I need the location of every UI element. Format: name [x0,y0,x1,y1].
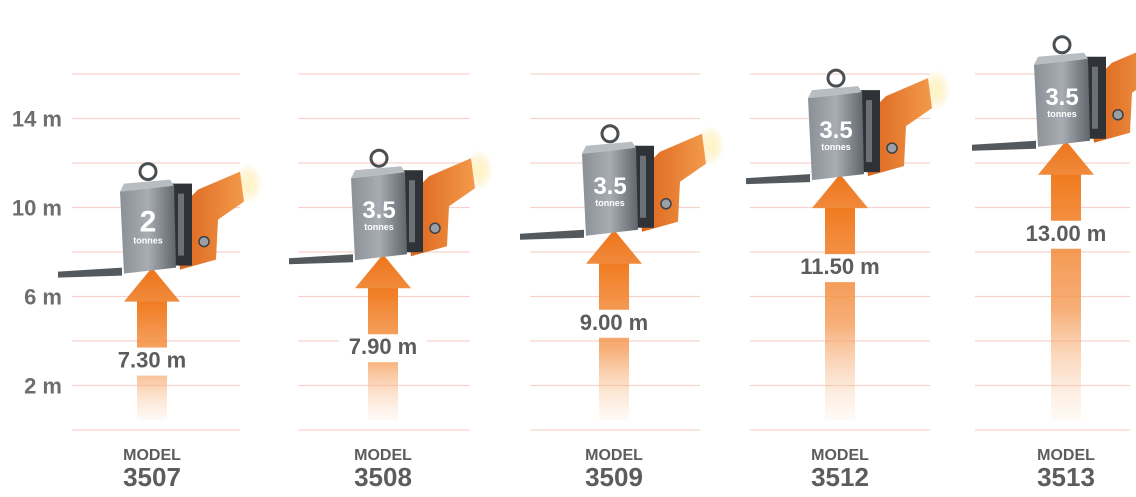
capacity-unit: tonnes [595,198,625,208]
pivot-pin [886,142,898,154]
y-axis-ticks: 2 m 6 m 10 m 14 m [12,107,62,399]
y-tick-label: 2 m [24,374,62,399]
model-number: 3508 [354,462,412,492]
value-label-backdrop [1022,220,1110,249]
carriage-rail [640,155,646,218]
model-word: MODEL [811,447,869,464]
lifting-ring [138,162,158,182]
carriage-rail [178,193,184,256]
pivot-pin [429,222,441,234]
model-number: 3512 [811,462,869,492]
fork-tine [972,140,1036,151]
bar-arrow-head [1038,140,1094,175]
x-axis-model-labels: MODEL3507MODEL3508MODEL3509MODEL3512MODE… [123,447,1095,492]
value-label: 7.90 m [349,334,418,359]
value-labels: 7.30 m 7.90 m 9.00 m 11.50 m 13.00 m [108,220,1110,376]
carriage-rail [409,180,415,243]
y-tick-label: 10 m [12,196,62,221]
forklift-attachments: 2tonnes3.5tonnes3.5tonnes3.5tonnes3.5ton… [58,35,1136,278]
model-word: MODEL [354,447,412,464]
weight-block [808,92,864,181]
capacity-number: 3.5 [1045,84,1078,111]
value-label: 7.30 m [118,348,187,373]
y-tick-label: 14 m [12,107,62,132]
capacity-unit: tonnes [1047,109,1077,119]
weight-top [351,166,405,179]
bar-arrow-shaft [1051,172,1081,420]
weight-block [1034,58,1090,147]
fork-tine [746,174,810,185]
model-number: 3509 [585,462,643,492]
fork-tine [58,267,122,278]
capacity-number: 3.5 [819,117,852,144]
weight-block [351,172,407,261]
carriage-rail [1092,66,1098,129]
lifting-ring [1052,35,1072,55]
capacity-number: 3.5 [593,173,626,200]
lifting-ring [369,148,389,168]
weight-block [120,185,176,274]
weight-top [1034,52,1088,65]
y-tick-label: 6 m [24,285,62,310]
bar-arrow-head [124,267,180,302]
model-word: MODEL [585,447,643,464]
capacity-unit: tonnes [133,236,163,246]
capacity-number: 3.5 [362,197,395,224]
value-label-backdrop [108,347,196,376]
bar-arrow-shaft [825,206,855,420]
value-label-backdrop [339,334,427,363]
value-label-backdrop [796,254,884,283]
model-number: 3513 [1037,462,1095,492]
pivot-pin [198,235,210,248]
capacity-unit: tonnes [821,142,851,152]
bar-arrow-head [586,229,642,264]
model-word: MODEL [1037,447,1095,464]
lifting-ring [826,68,846,88]
pivot-pin [1112,109,1124,121]
fork-tine [289,254,353,265]
capacity-number: 2 [140,206,157,239]
carriage-rail [866,100,872,163]
capacity-unit: tonnes [364,222,394,232]
value-label: 13.00 m [1026,221,1107,246]
weight-block [582,147,638,236]
weight-top [582,141,636,154]
weight-top [120,179,174,192]
bar-arrow-head [355,254,411,289]
model-word: MODEL [123,447,181,464]
value-label: 9.00 m [580,310,649,335]
bar-arrow-head [812,174,868,209]
weight-top [808,86,862,99]
pivot-pin [660,198,672,210]
lifting-ring [600,124,620,144]
value-label-backdrop [570,309,658,338]
value-label: 11.50 m [800,254,880,279]
fork-tine [520,229,584,240]
bar-arrow-shaft [599,261,629,420]
model-number: 3507 [123,462,181,492]
